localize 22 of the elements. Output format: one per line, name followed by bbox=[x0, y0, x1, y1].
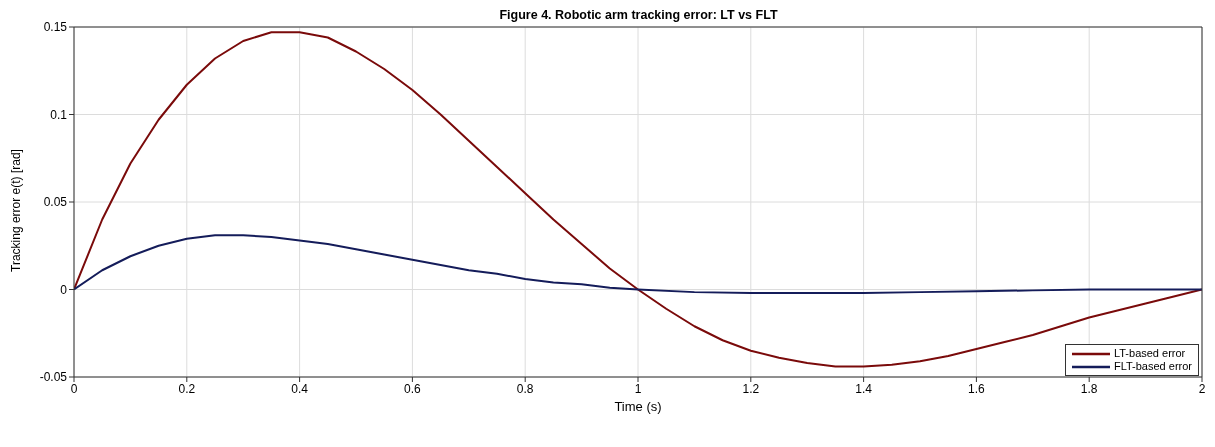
x-tick-label: 2 bbox=[1198, 381, 1206, 396]
y-tick-label: 0.15 bbox=[43, 20, 68, 35]
x-tick-label: 0.2 bbox=[178, 381, 196, 396]
x-tick-label: 1.6 bbox=[968, 381, 986, 396]
legend-label: FLT-based error bbox=[1113, 360, 1192, 373]
x-tick-label: 0 bbox=[70, 381, 78, 396]
x-tick-label: 1 bbox=[634, 381, 642, 396]
chart-title: Figure 4. Robotic arm tracking error: LT vs FLT bbox=[498, 8, 779, 22]
x-axis-title: Time (s) bbox=[614, 399, 662, 414]
legend-label: LT-based error bbox=[1113, 347, 1186, 360]
y-tick-label: 0 bbox=[60, 282, 68, 297]
y-tick-label: 0.05 bbox=[43, 195, 68, 210]
y-tick-label: 0.1 bbox=[50, 107, 68, 122]
x-tick-label: 0.6 bbox=[404, 381, 422, 396]
y-tick-label: -0.05 bbox=[39, 370, 68, 385]
x-tick-label: 1.4 bbox=[855, 381, 873, 396]
line-series bbox=[74, 234, 1202, 294]
x-tick-label: 0.4 bbox=[291, 381, 309, 396]
y-axis-title: Tracking error e(t) [rad] bbox=[9, 149, 24, 272]
x-tick-label: 1.2 bbox=[742, 381, 760, 396]
x-tick-label: 0.8 bbox=[516, 381, 534, 396]
x-tick-label: 1.8 bbox=[1080, 381, 1098, 396]
